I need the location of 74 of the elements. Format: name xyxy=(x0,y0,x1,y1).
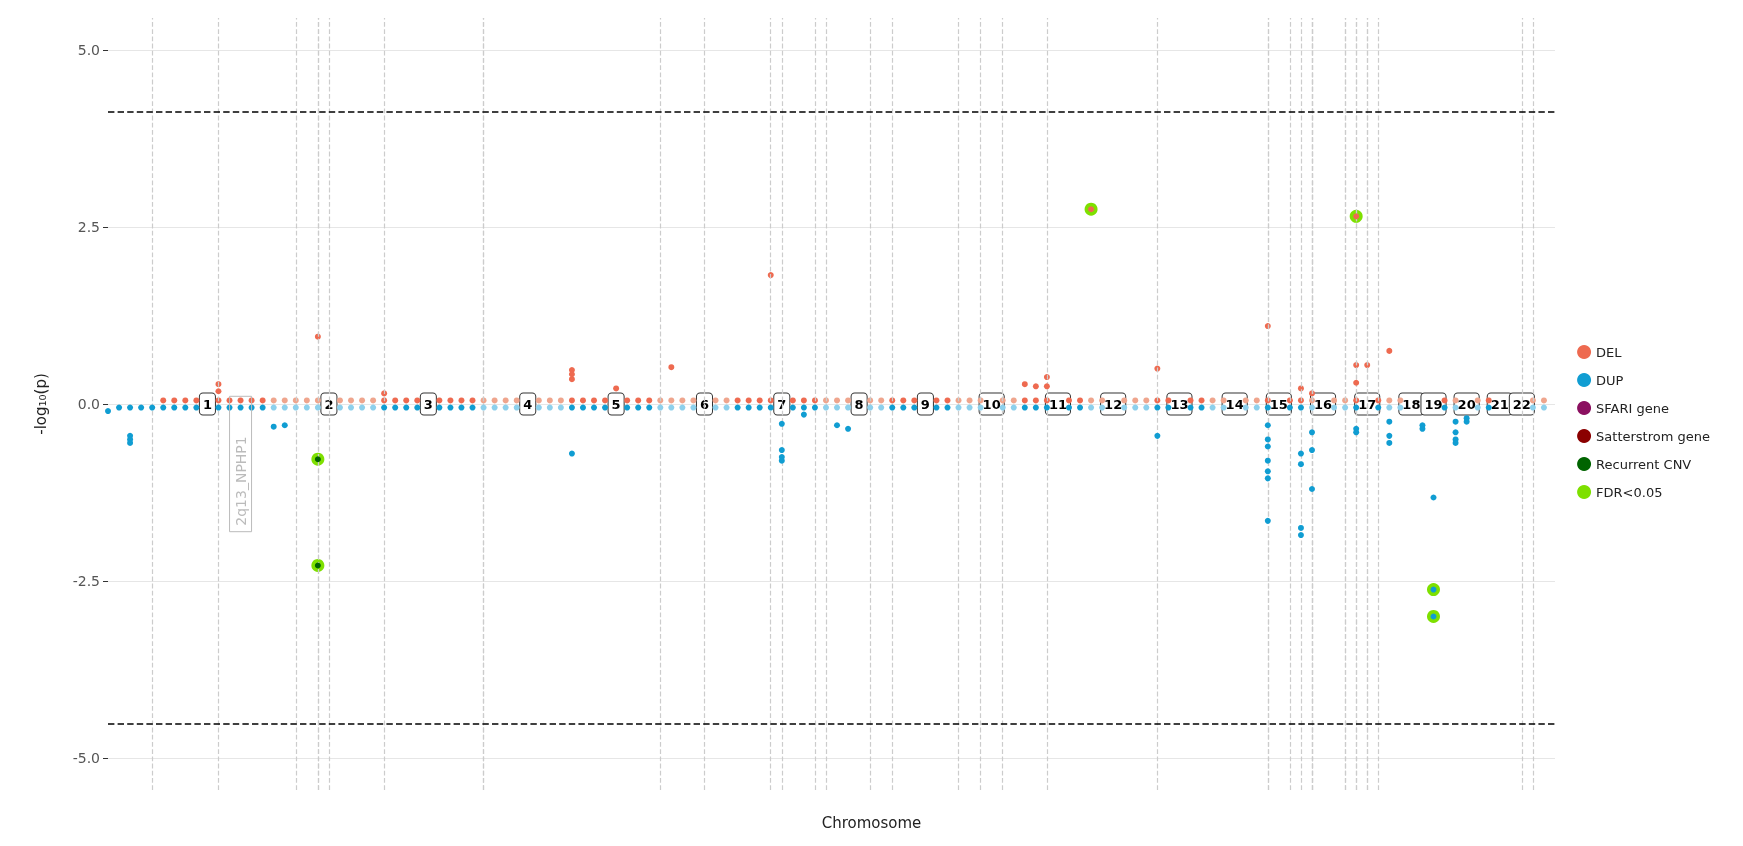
point xyxy=(1430,494,1437,501)
x-tick-label: 20 xyxy=(1457,396,1476,412)
point xyxy=(668,364,675,371)
point xyxy=(1297,524,1304,531)
x-axis-title: Chromosome xyxy=(821,813,922,832)
point xyxy=(1353,429,1360,436)
point xyxy=(845,425,852,432)
point xyxy=(778,420,785,427)
x-tick-label: 3 xyxy=(423,396,433,412)
x-tick-label: 4 xyxy=(523,396,533,412)
y-axis-title: -log₁₀(p) xyxy=(31,373,50,435)
legend-label: Recurrent CNV xyxy=(1596,456,1692,472)
x-tick-label: 19 xyxy=(1424,396,1443,412)
point xyxy=(1309,485,1315,492)
point xyxy=(1297,461,1304,468)
point xyxy=(800,411,807,418)
x-tick-label: 16 xyxy=(1313,396,1333,412)
point xyxy=(1021,381,1028,388)
y-tick-label: -5.0 xyxy=(72,750,100,767)
point xyxy=(1452,429,1459,436)
legend-label: Satterstrom gene xyxy=(1596,428,1710,444)
point xyxy=(1264,517,1271,524)
point xyxy=(1264,475,1271,482)
legend-label: DUP xyxy=(1596,372,1624,388)
x-tick-label: 11 xyxy=(1048,396,1067,412)
x-tick-label: 5 xyxy=(611,396,621,412)
point xyxy=(1043,383,1050,390)
y-tick-label: -2.5 xyxy=(72,573,100,590)
x-tick-label: 12 xyxy=(1104,396,1123,412)
point xyxy=(834,422,841,429)
x-tick-label: 15 xyxy=(1269,396,1288,412)
point xyxy=(1264,457,1271,464)
point xyxy=(1032,383,1039,390)
x-tick-label: 6 xyxy=(699,396,709,412)
x-tick-label: 18 xyxy=(1402,396,1421,412)
legend-label: SFARI gene xyxy=(1596,400,1669,416)
x-tick-label: 10 xyxy=(982,396,1001,412)
y-tick-label: 2.5 xyxy=(77,218,100,235)
point xyxy=(1309,429,1315,436)
point xyxy=(568,450,575,457)
legend-label: DEL xyxy=(1596,344,1623,360)
x-tick-label: 8 xyxy=(854,396,864,412)
point xyxy=(1452,418,1459,425)
point xyxy=(1264,436,1271,443)
y-tick-label: 5.0 xyxy=(77,41,100,58)
point xyxy=(1386,439,1393,446)
x-tick-label: 13 xyxy=(1170,396,1189,412)
point xyxy=(270,423,277,430)
point xyxy=(1386,347,1393,354)
point xyxy=(1386,432,1393,439)
y-tick-label: 0.0 xyxy=(77,396,100,412)
point xyxy=(281,422,288,429)
point xyxy=(1353,379,1360,386)
annotation: 2q13_NPHP1 xyxy=(232,436,249,526)
point xyxy=(215,388,222,395)
point xyxy=(1386,418,1393,425)
point xyxy=(613,385,620,392)
x-tick-label: 22 xyxy=(1512,396,1531,412)
x-tick-label: 1 xyxy=(202,396,212,412)
x-tick-label: 17 xyxy=(1358,396,1377,412)
point xyxy=(778,447,785,454)
point xyxy=(1154,432,1161,439)
point xyxy=(1297,450,1304,457)
x-tick-label: 21 xyxy=(1490,396,1509,412)
point xyxy=(1264,468,1271,475)
point xyxy=(568,371,575,378)
x-tick-label: 14 xyxy=(1225,396,1244,412)
point xyxy=(1264,422,1271,429)
point xyxy=(1264,443,1271,450)
legend-label: FDR<0.05 xyxy=(1596,484,1663,500)
point xyxy=(1309,447,1315,454)
x-tick-label: 9 xyxy=(920,396,930,412)
point xyxy=(1297,532,1304,539)
point xyxy=(568,376,575,383)
